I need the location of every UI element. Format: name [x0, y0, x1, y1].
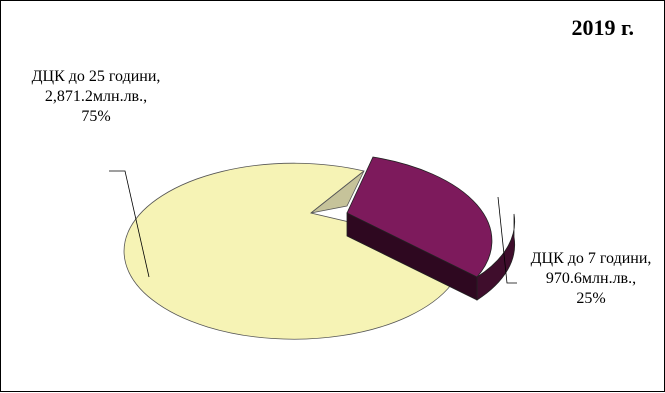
pie-slice-small: [346, 156, 493, 278]
chart-title: 2019 г.: [571, 15, 634, 40]
leader-line-small: [497, 196, 517, 284]
slice-label-small-line1: ДЦК до 7 години,: [530, 250, 652, 267]
leader-line-large: [109, 170, 150, 278]
pie-slice-large: [123, 162, 465, 340]
slice-label-small-line3: 25%: [576, 290, 606, 307]
slice-label-small-line2: 970.6млн.лв.,: [545, 270, 637, 287]
slice-label-large-line1: ДЦК до 25 години,: [31, 68, 161, 85]
slice-label-large: ДЦК до 25 години, 2,871.2млн.лв., 75%: [11, 67, 181, 127]
slice-label-large-line3: 75%: [81, 108, 111, 125]
pie-slice-small-side: [476, 213, 516, 301]
slice-label-small: ДЦК до 7 години, 970.6млн.лв., 25%: [521, 249, 661, 309]
pie-slice-large-shadow: [310, 170, 365, 214]
slice-label-large-line2: 2,871.2млн.лв.,: [44, 88, 148, 105]
